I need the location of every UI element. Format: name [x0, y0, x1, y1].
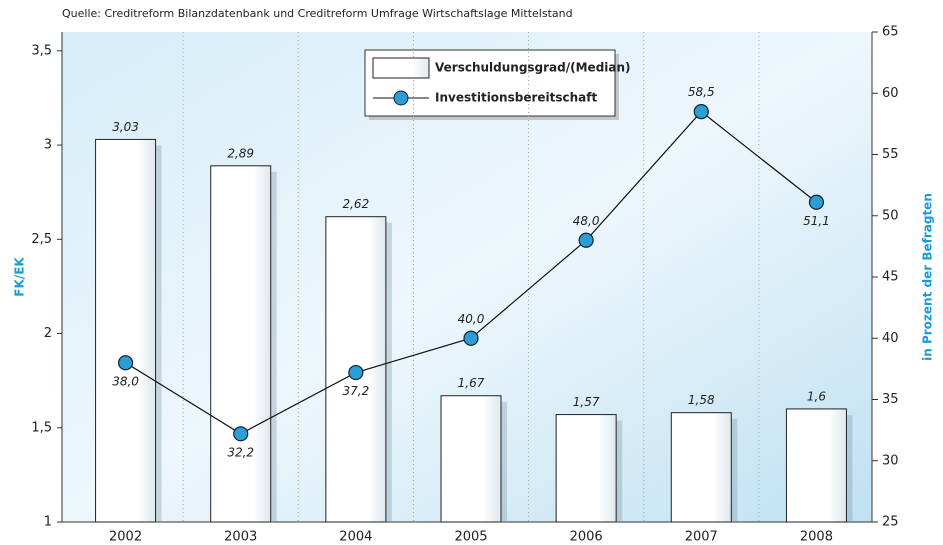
y2-tick-label: 65: [882, 25, 899, 40]
x-tick-label: 2006: [570, 530, 603, 545]
y2-tick-label: 35: [882, 392, 899, 407]
y-tick-label: 1: [44, 515, 52, 530]
line-marker: [694, 105, 708, 119]
y2-tick-label: 50: [882, 208, 899, 223]
y-tick-label: 3,5: [31, 43, 52, 58]
bar: [211, 166, 271, 522]
bar: [96, 139, 156, 522]
y2-tick-label: 25: [882, 515, 899, 530]
legend-label: Investitionsbereitschaft: [435, 91, 597, 105]
bar-value-label: 3,03: [112, 120, 139, 134]
y-tick-label: 2: [44, 326, 52, 341]
line-value-label: 37,2: [342, 384, 369, 398]
x-tick-label: 2004: [339, 530, 372, 545]
line-value-label: 40,0: [458, 312, 485, 326]
y-tick-label: 2,5: [31, 232, 52, 247]
y2-tick-label: 40: [882, 331, 899, 346]
bar-value-label: 1,57: [573, 395, 600, 409]
line-marker: [119, 356, 133, 370]
legend-label: Verschuldungsgrad/(Median): [435, 61, 631, 75]
x-tick-label: 2003: [224, 530, 257, 545]
y-tick-label: 3: [44, 138, 52, 153]
line-value-label: 48,0: [573, 214, 600, 228]
chart: Quelle: Creditreform Bilanzdatenbank und…: [0, 0, 943, 545]
bar-value-label: 1,58: [688, 393, 715, 407]
y2-axis-label: in Prozent der Befragten: [921, 193, 935, 361]
bar-value-label: 1,67: [458, 376, 485, 390]
bar-value-label: 2,62: [342, 197, 369, 211]
y2-tick-label: 60: [882, 86, 899, 101]
y2-tick-label: 45: [882, 270, 899, 285]
bar: [556, 415, 616, 522]
bar: [786, 409, 846, 522]
y-tick-label: 1,5: [31, 420, 52, 435]
line-marker: [464, 331, 478, 345]
bar-value-label: 2,89: [227, 146, 254, 160]
line-marker: [579, 233, 593, 247]
x-tick-label: 2005: [454, 530, 487, 545]
line-value-label: 38,0: [112, 374, 139, 388]
x-tick-label: 2007: [685, 530, 718, 545]
y2-tick-label: 30: [882, 453, 899, 468]
line-value-label: 32,2: [227, 445, 254, 459]
x-tick-label: 2008: [800, 530, 833, 545]
x-tick-label: 2002: [109, 530, 142, 545]
legend-marker: [394, 91, 408, 105]
bar: [671, 413, 731, 522]
line-value-label: 58,5: [688, 85, 715, 99]
legend-swatch: [373, 58, 429, 78]
y-axis-label: FK/EK: [13, 257, 27, 297]
source: Quelle: Creditreform Bilanzdatenbank und…: [62, 7, 573, 20]
y2-tick-label: 55: [882, 147, 899, 162]
line-value-label: 51,1: [803, 214, 830, 228]
line-marker: [349, 366, 363, 380]
bar-value-label: 1,6: [807, 389, 826, 403]
line-marker: [234, 427, 248, 441]
line-marker: [809, 195, 823, 209]
bar: [441, 396, 501, 522]
